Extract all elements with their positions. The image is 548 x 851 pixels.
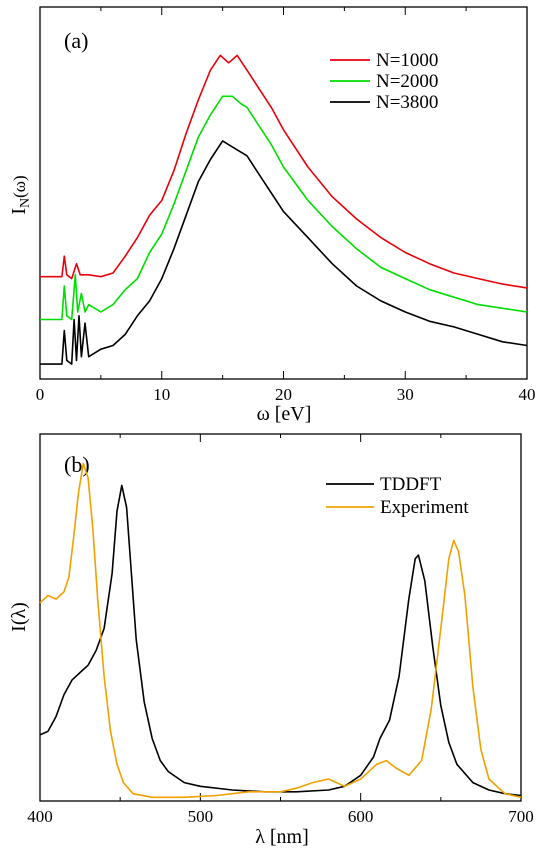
panel-a: (a) ω [eV] IN(ω) 0 10 20 30 40 N=1000N=2000N… (8, 6, 536, 425)
panel-a-series (40, 54, 528, 365)
panel-b-x-axis-label: λ [nm] (255, 826, 309, 848)
panel-b-x-ticks: 400 500 600 700 (27, 434, 534, 826)
series-line-n-2000 (40, 95, 528, 321)
legend-label: N=1000 (376, 50, 438, 71)
legend-label: N=2000 (376, 71, 438, 92)
series-line-n-3800 (40, 140, 528, 365)
panel-b-series (39, 462, 522, 799)
series-line-experiment (39, 462, 522, 799)
x-tick-label: 700 (508, 807, 534, 826)
legend-label: TDDFT (380, 474, 442, 495)
x-tick-label: 40 (519, 385, 536, 404)
panel-a-y-axis-label-main: I (8, 208, 30, 215)
panel-a-y-axis-label-subscript: N (18, 198, 33, 208)
x-tick-label: 400 (27, 807, 53, 826)
panel-a-x-axis-label: ω [eV] (257, 403, 312, 425)
panel-a-x-ticks: 0 10 20 30 40 (36, 7, 536, 404)
panel-a-label: (a) (64, 28, 88, 53)
x-tick-label: 500 (188, 807, 214, 826)
panel-a-y-axis-label: IN(ω) (8, 175, 33, 214)
series-line-n-1000 (40, 54, 528, 289)
panel-b-y-axis-label: I(λ) (8, 602, 30, 632)
x-tick-label: 20 (275, 385, 292, 404)
legend-label: Experiment (380, 497, 469, 518)
x-tick-label: 600 (348, 807, 374, 826)
panel-a-plot-frame (39, 6, 528, 380)
panel-b: (b) λ [nm] I(λ) 400 500 600 700 TDDFTExperi… (8, 433, 534, 848)
series-line-tddft (39, 484, 522, 797)
legend-label: N=3800 (376, 92, 438, 113)
panel-b-label: (b) (64, 452, 90, 477)
x-tick-label: 30 (397, 385, 414, 404)
panel-b-plot-frame (39, 433, 522, 802)
panel-a-y-axis-label-tail: (ω) (10, 175, 29, 198)
x-tick-label: 0 (36, 385, 45, 404)
x-tick-label: 10 (153, 385, 170, 404)
